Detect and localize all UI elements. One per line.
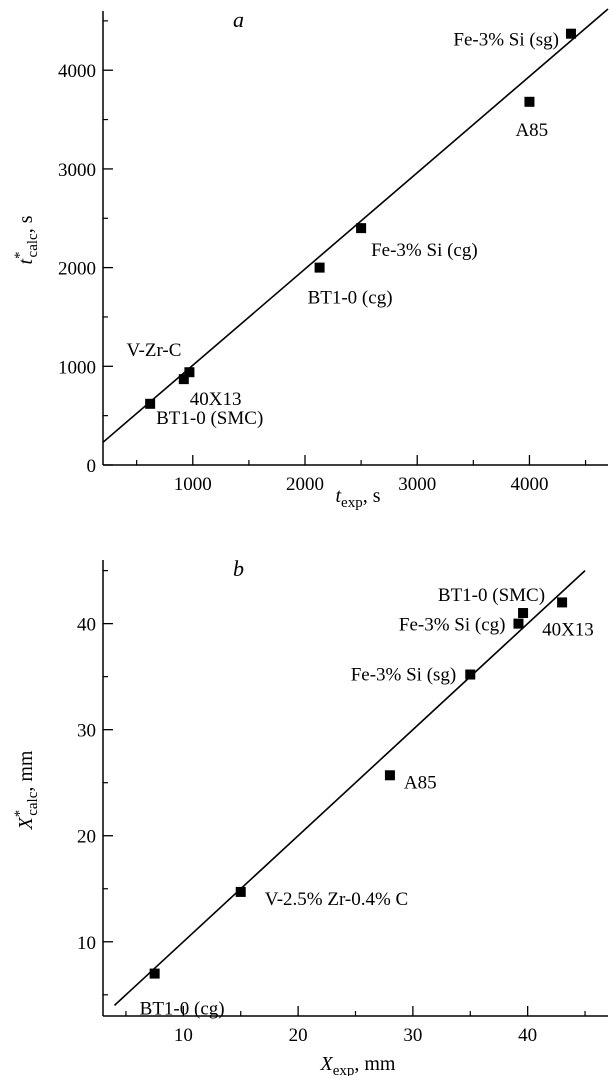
y-tick-label: 4000 xyxy=(58,61,96,82)
x-tick-label: 2000 xyxy=(286,474,324,495)
y-tick-label: 1000 xyxy=(58,357,96,378)
panel-a: 1000 2000 3000 4000 0 1000 2000 3000 4000 BT1-0 (… xyxy=(12,7,609,511)
y-tick-label: 40 xyxy=(77,615,96,636)
x-tick-label: 20 xyxy=(289,1025,308,1046)
point-label: Fe-3% Si (cg) xyxy=(371,240,478,261)
point-label: 40X13 xyxy=(190,389,242,410)
point-label: BT1-0 (SMC) xyxy=(438,585,545,606)
y-tick-label: 30 xyxy=(77,721,96,742)
x-tick-label: 3000 xyxy=(398,474,436,495)
point-label: A85 xyxy=(404,772,437,793)
data-point xyxy=(524,96,535,107)
data-point xyxy=(149,968,160,979)
point-label: V-Zr-C xyxy=(127,340,182,361)
x-tick-label: 30 xyxy=(403,1025,422,1046)
panel-letter: b xyxy=(233,556,244,581)
y-tick-label: 0 xyxy=(87,456,97,477)
fit-line xyxy=(102,8,609,443)
x-tick-label: 1000 xyxy=(174,474,212,495)
point-label: BT1-0 (cg) xyxy=(140,999,225,1020)
panel-b: 10 20 30 40 10 20 30 40 BT1-0 (cg) V-2.5% Zr-0.4%… xyxy=(12,556,608,1076)
data-point xyxy=(557,597,568,608)
point-label: Fe-3% Si (sg) xyxy=(453,30,559,51)
x-tick-label: 10 xyxy=(174,1025,193,1046)
data-point xyxy=(356,223,367,234)
y-tick-label: 2000 xyxy=(58,259,96,280)
data-point xyxy=(465,669,476,680)
x-axis-title: texp, s xyxy=(335,485,380,511)
data-point xyxy=(384,770,395,781)
y-tick-label: 3000 xyxy=(58,160,96,181)
point-label: A85 xyxy=(515,120,548,141)
data-point xyxy=(513,618,524,629)
y-tick-label: 10 xyxy=(77,933,96,954)
y-axis-title: t*calc, s xyxy=(12,215,41,264)
data-point xyxy=(184,367,195,378)
x-axis-title: Xexp, mm xyxy=(319,1053,395,1076)
point-label: BT1-0 (SMC) xyxy=(156,408,263,429)
y-axis-title: X*calc, mm xyxy=(12,750,41,830)
point-label: V-2.5% Zr-0.4% C xyxy=(265,889,409,910)
point-label: 40X13 xyxy=(542,619,594,640)
y-tick-label: 20 xyxy=(77,827,96,848)
point-label: Fe-3% Si (sg) xyxy=(351,665,457,686)
data-point xyxy=(314,262,325,273)
fit-line xyxy=(113,570,586,1006)
data-point xyxy=(178,374,189,385)
point-label: Fe-3% Si (cg) xyxy=(399,615,506,636)
data-point xyxy=(145,398,156,409)
x-tick-label: 40 xyxy=(518,1025,537,1046)
panel-letter: a xyxy=(233,7,244,32)
data-point xyxy=(518,608,529,619)
data-point xyxy=(565,28,576,39)
data-point xyxy=(235,886,246,897)
x-tick-label: 4000 xyxy=(510,474,548,495)
point-label: BT1-0 (cg) xyxy=(308,288,393,309)
